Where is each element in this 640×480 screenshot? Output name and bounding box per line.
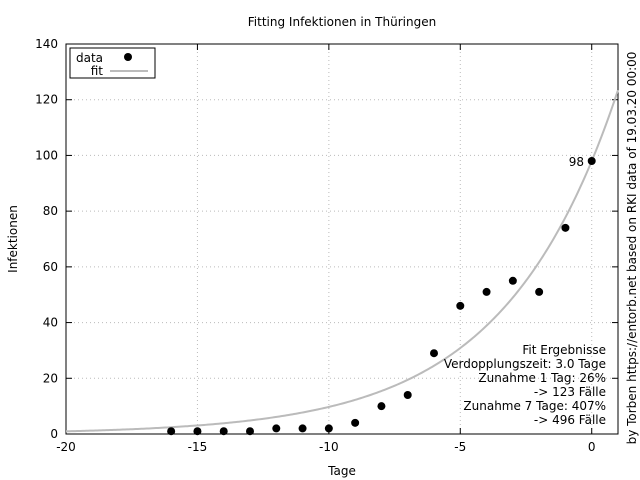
y-tick-label: 0	[50, 427, 58, 441]
data-point	[351, 418, 360, 427]
y-axis-label: Infektionen	[6, 205, 20, 273]
legend-label-fit: fit	[91, 64, 104, 78]
data-point	[167, 427, 176, 436]
y-axis: 0 20 40 60 80 100 120 140	[35, 37, 618, 441]
y-tick-label: 80	[43, 204, 58, 218]
y-tick-label: 100	[35, 148, 58, 162]
data-point	[508, 276, 517, 285]
chart-title: Fitting Infektionen in Thüringen	[248, 15, 436, 29]
fit-results-line: -> 123 Fälle	[534, 385, 606, 399]
fit-curve	[65, 89, 619, 433]
grid	[66, 44, 618, 434]
x-axis: -20 -15 -10 -5 0	[56, 44, 596, 454]
y-tick-label: 40	[43, 316, 58, 330]
point-annotation: 98	[569, 155, 584, 169]
data-point	[587, 157, 596, 165]
data-point	[246, 427, 254, 436]
data-point	[324, 424, 333, 433]
x-tick-label: -5	[454, 440, 466, 454]
data-points	[167, 157, 596, 436]
y-tick-label: 140	[35, 37, 58, 51]
plot-frame	[65, 43, 619, 435]
source-note: by Torben https://entorb.net based on RK…	[625, 52, 639, 445]
fit-results-line: -> 496 Fälle	[534, 413, 606, 427]
data-point	[561, 223, 570, 232]
fit-results: Fit Ergebnisse Verdopplungszeit: 3.0 Tag…	[444, 343, 606, 427]
fit-results-line: Fit Ergebnisse	[522, 343, 606, 357]
data-point	[535, 287, 544, 296]
data-point	[219, 427, 228, 436]
data-point	[272, 424, 281, 433]
data-point	[377, 402, 386, 411]
data-point	[430, 349, 438, 358]
x-tick-label: -15	[188, 440, 208, 454]
legend: data fit	[69, 47, 156, 79]
legend-label-data: data	[76, 51, 103, 65]
data-point	[193, 427, 202, 436]
data-point	[298, 424, 307, 433]
y-tick-label: 60	[43, 260, 58, 274]
legend-marker-data	[124, 53, 132, 61]
x-axis-label: Tage	[327, 464, 356, 478]
fit-results-line: Verdopplungszeit: 3.0 Tage	[444, 357, 606, 371]
x-tick-label: -20	[56, 440, 76, 454]
data-point	[482, 287, 491, 296]
fit-results-line: Zunahme 1 Tag: 26%	[478, 371, 606, 385]
data-point	[403, 391, 412, 399]
data-point	[456, 301, 465, 310]
y-tick-label: 120	[35, 93, 58, 107]
x-tick-label: 0	[588, 440, 596, 454]
y-tick-label: 20	[43, 371, 58, 385]
fit-results-line: Zunahme 7 Tage: 407%	[463, 399, 606, 413]
x-tick-label: -10	[319, 440, 339, 454]
legend-box	[69, 47, 156, 79]
